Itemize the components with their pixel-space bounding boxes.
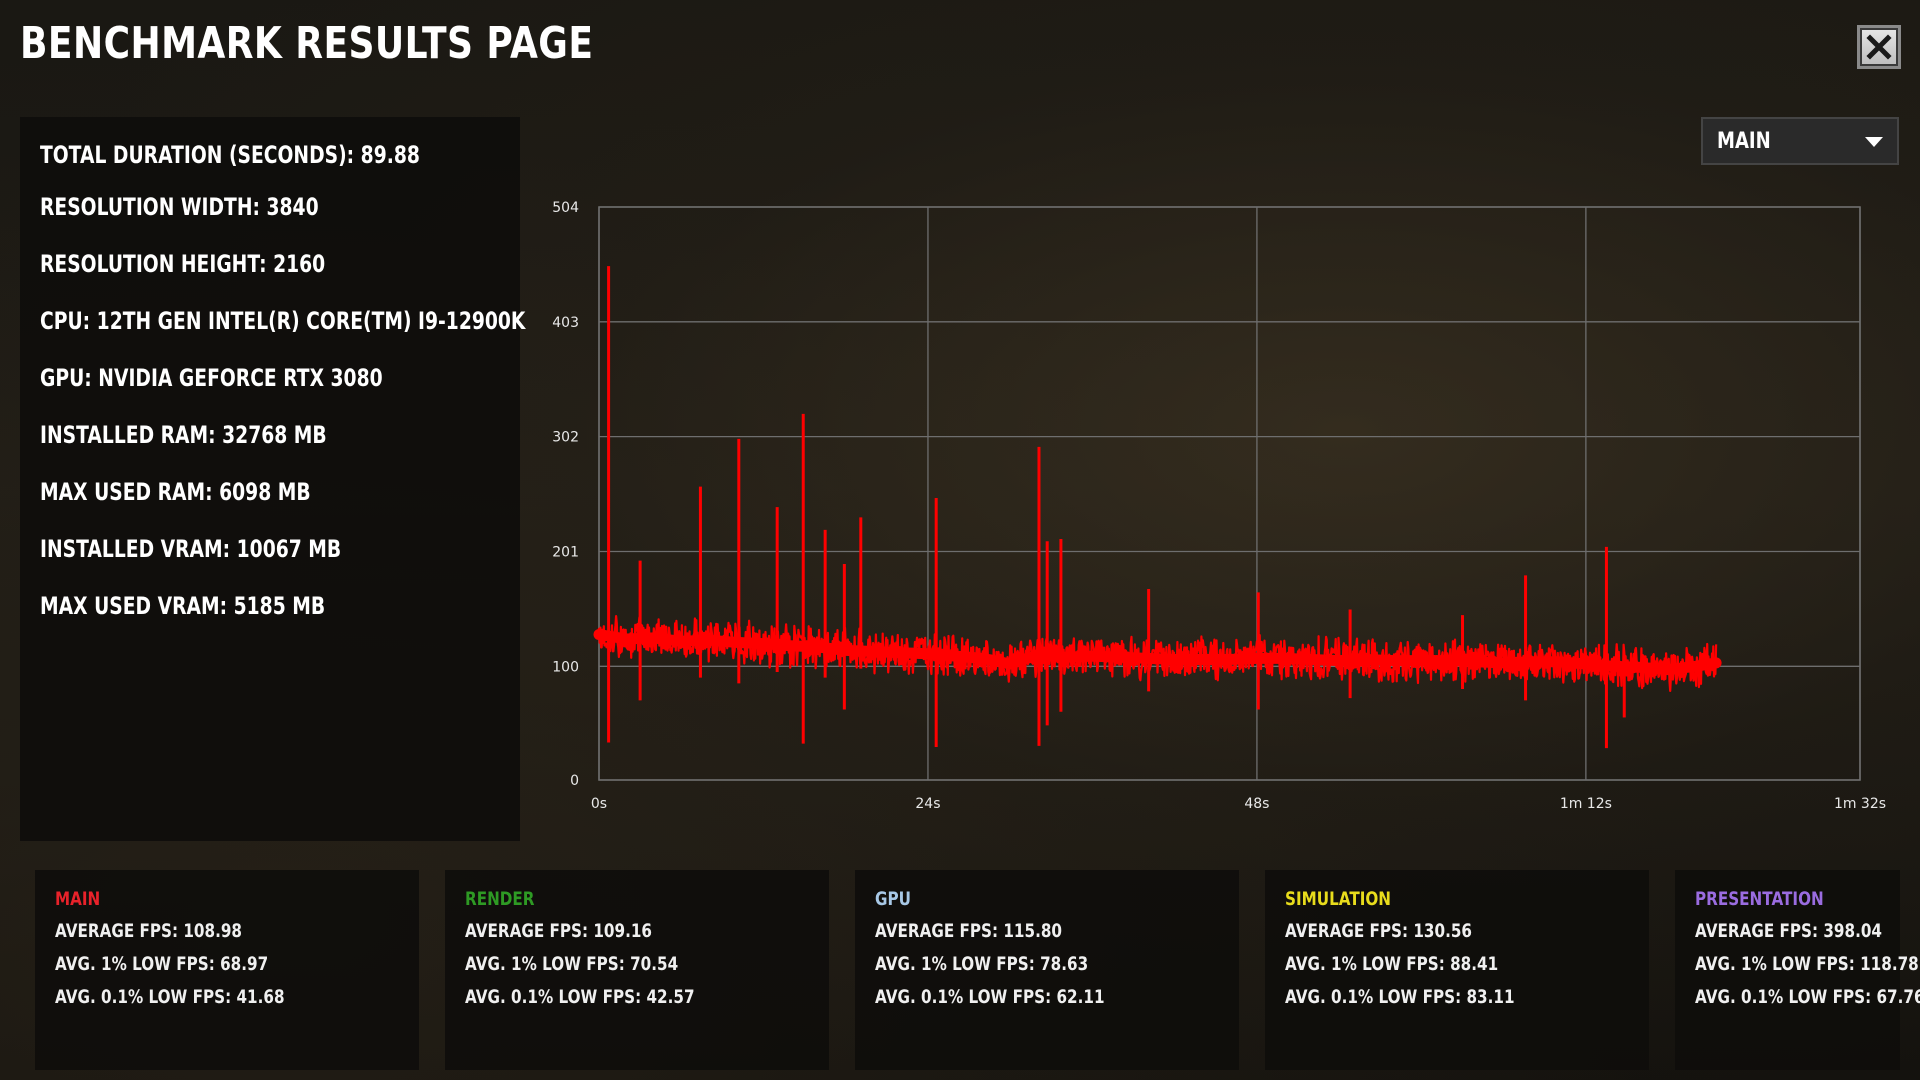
- info-resolution-width: RESOLUTION WIDTH: 3840: [40, 193, 319, 221]
- x-tick-label: 1m 32s: [1834, 796, 1886, 812]
- info-installed-ram: INSTALLED RAM: 32768 MB: [40, 421, 327, 449]
- info-gpu: GPU: NVIDIA GEFORCE RTX 3080: [40, 364, 383, 392]
- series-point: [650, 634, 657, 641]
- series-point: [596, 631, 602, 638]
- series-point: [952, 653, 959, 660]
- thread-select-dropdown[interactable]: MAIN: [1701, 117, 1899, 165]
- y-tick-label: 0: [570, 773, 579, 789]
- series-point: [1555, 658, 1562, 665]
- series-point: [1253, 655, 1260, 662]
- series-point: [1713, 659, 1720, 666]
- series-point: [1363, 656, 1370, 663]
- series-point: [924, 650, 931, 657]
- stat-card-main: MAIN AVERAGE FPS: 108.98 AVG. 1% LOW FPS…: [35, 870, 419, 1070]
- stat-card-title: PRESENTATION: [1695, 888, 1824, 910]
- stat-average-fps: AVERAGE FPS: 398.04: [1695, 920, 1882, 942]
- series-point: [1199, 656, 1206, 663]
- stat-card-presentation: PRESENTATION AVERAGE FPS: 398.04 AVG. 1%…: [1675, 870, 1920, 1070]
- close-button[interactable]: [1857, 25, 1901, 69]
- stat-card-title: SIMULATION: [1285, 888, 1392, 910]
- y-tick-label: 201: [552, 544, 579, 560]
- system-info-panel: TOTAL DURATION (SECONDS): 89.88 RESOLUTI…: [20, 117, 525, 841]
- series-point: [787, 642, 794, 649]
- info-total-duration: TOTAL DURATION (SECONDS): 89.88: [40, 141, 420, 169]
- stat-card-title: GPU: [875, 888, 911, 910]
- stat-average-fps: AVERAGE FPS: 108.98: [55, 920, 242, 942]
- stat-1-low-fps: AVG. 1% LOW FPS: 118.78: [1695, 953, 1919, 975]
- close-icon: [1866, 34, 1892, 60]
- series-point: [1062, 654, 1069, 661]
- series-point: [1528, 658, 1535, 665]
- series-point: [1144, 655, 1151, 662]
- series-point: [1445, 657, 1452, 664]
- y-tick-label: 504: [552, 200, 579, 216]
- stat-01-low-fps: AVG. 0.1% LOW FPS: 42.57: [465, 986, 695, 1008]
- x-tick-label: 0s: [591, 796, 607, 812]
- series-point: [1089, 653, 1096, 660]
- series-point: [1692, 663, 1699, 670]
- stat-1-low-fps: AVG. 1% LOW FPS: 88.41: [1285, 953, 1499, 975]
- series-point: [1582, 661, 1589, 668]
- info-max-used-vram: MAX USED VRAM: 5185 MB: [40, 592, 326, 620]
- series-point: [1034, 651, 1041, 658]
- series-point: [979, 655, 986, 662]
- series-point: [678, 638, 685, 645]
- x-tick-label: 48s: [1244, 796, 1269, 812]
- series-point: [1171, 656, 1178, 663]
- series-point: [1281, 655, 1288, 662]
- series-point: [897, 649, 904, 656]
- series-point: [842, 647, 849, 654]
- stat-card-gpu: GPU AVERAGE FPS: 115.80 AVG. 1% LOW FPS:…: [855, 870, 1239, 1070]
- series-point: [815, 643, 822, 650]
- chevron-down-icon: [1865, 137, 1883, 147]
- stat-card-render: RENDER AVERAGE FPS: 109.16 AVG. 1% LOW F…: [445, 870, 829, 1070]
- stat-average-fps: AVERAGE FPS: 115.80: [875, 920, 1062, 942]
- series-point: [1308, 656, 1315, 663]
- stat-01-low-fps: AVG. 0.1% LOW FPS: 41.68: [55, 986, 285, 1008]
- series-point: [760, 640, 767, 647]
- series-point: [1610, 663, 1617, 670]
- series-point: [1665, 666, 1672, 673]
- stat-card-simulation: SIMULATION AVERAGE FPS: 130.56 AVG. 1% L…: [1265, 870, 1649, 1070]
- y-tick-label: 100: [552, 659, 579, 675]
- y-tick-label: 302: [552, 430, 579, 446]
- series-point: [1418, 657, 1425, 664]
- plot-frame: [598, 206, 1861, 781]
- stat-1-low-fps: AVG. 1% LOW FPS: 68.97: [55, 953, 269, 975]
- x-tick-label: 1m 12s: [1560, 796, 1612, 812]
- fps-chart: 0 100 201 302 403 504 0s 24s 48s 1m 12s 1m 32s: [540, 190, 1900, 830]
- stat-card-title: RENDER: [465, 888, 535, 910]
- info-installed-vram: INSTALLED VRAM: 10067 MB: [40, 535, 342, 563]
- stat-01-low-fps: AVG. 0.1% LOW FPS: 62.11: [875, 986, 1105, 1008]
- series-point: [1500, 659, 1507, 666]
- info-resolution-height: RESOLUTION HEIGHT: 2160: [40, 250, 326, 278]
- series-point: [1473, 658, 1480, 665]
- series-point: [1336, 657, 1343, 664]
- stat-01-low-fps: AVG. 0.1% LOW FPS: 67.76: [1695, 986, 1920, 1008]
- series-point: [705, 637, 712, 644]
- stat-1-low-fps: AVG. 1% LOW FPS: 70.54: [465, 953, 679, 975]
- x-tick-label: 24s: [915, 796, 940, 812]
- series-point: [1226, 656, 1233, 663]
- stat-average-fps: AVERAGE FPS: 109.16: [465, 920, 652, 942]
- stat-average-fps: AVERAGE FPS: 130.56: [1285, 920, 1472, 942]
- series-point: [870, 648, 877, 655]
- stat-01-low-fps: AVG. 0.1% LOW FPS: 83.11: [1285, 986, 1515, 1008]
- info-max-used-ram: MAX USED RAM: 6098 MB: [40, 478, 311, 506]
- series-point: [623, 636, 630, 643]
- fps-chart-svg: 0 100 201 302 403 504 0s 24s 48s 1m 12s 1m 32s: [552, 200, 1886, 812]
- y-tick-label: 403: [552, 315, 579, 331]
- series-point: [1637, 664, 1644, 671]
- page-title: BENCHMARK RESULTS PAGE: [20, 18, 594, 69]
- info-cpu: CPU: 12TH GEN INTEL(R) CORE(TM) I9-12900…: [40, 307, 526, 335]
- series-point: [733, 639, 740, 646]
- dropdown-selected-value: MAIN: [1717, 129, 1771, 154]
- series-point: [1116, 654, 1123, 661]
- series-point: [1007, 661, 1014, 668]
- stat-1-low-fps: AVG. 1% LOW FPS: 78.63: [875, 953, 1089, 975]
- series-point: [1390, 657, 1397, 664]
- series-line: [593, 629, 1722, 676]
- stat-card-title: MAIN: [55, 888, 101, 910]
